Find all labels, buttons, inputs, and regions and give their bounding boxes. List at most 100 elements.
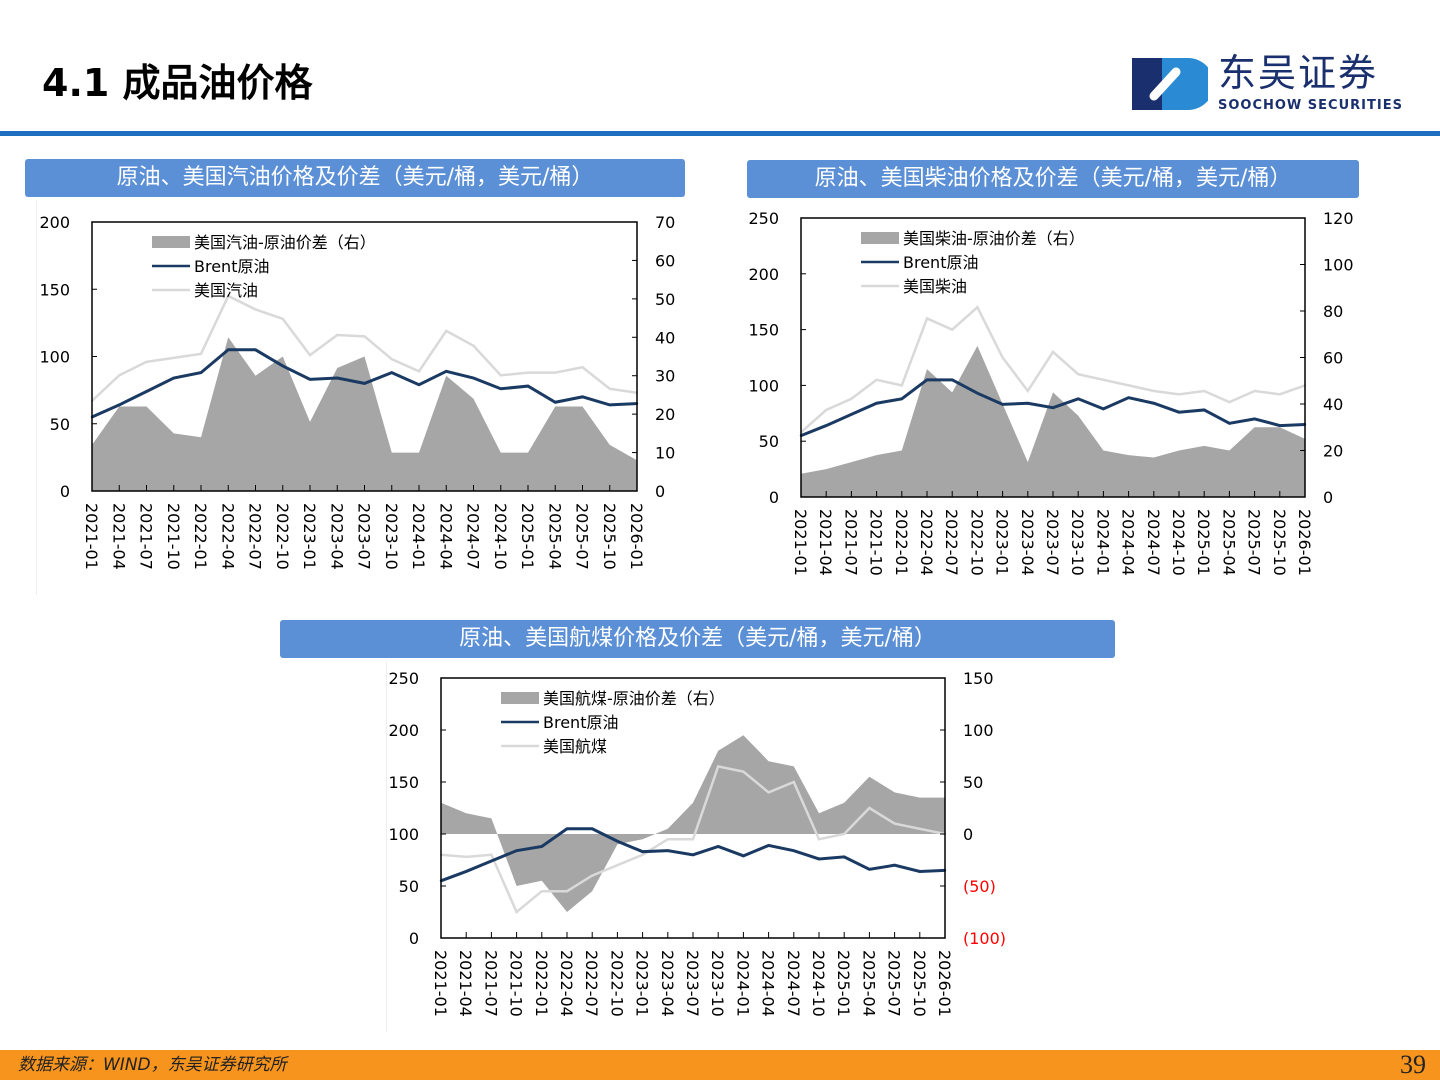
data-point: [526, 384, 530, 388]
y2-tick-label: 70: [655, 213, 675, 232]
data-point: [591, 827, 594, 830]
data-point: [554, 371, 557, 374]
legend-label: 美国航煤: [543, 737, 607, 756]
y2-tick-label: 50: [963, 773, 983, 792]
data-point: [616, 840, 619, 843]
x-tick-label: 2022-01: [532, 950, 551, 1017]
x-tick-label: 2022-07: [246, 503, 265, 570]
data-point: [499, 387, 502, 390]
data-point: [1001, 403, 1004, 406]
data-point: [825, 408, 828, 412]
data-point: [691, 853, 695, 856]
x-tick-label: 2025-07: [1245, 509, 1264, 576]
y-tick-label: 200: [39, 213, 70, 232]
x-tick-label: 2023-10: [1068, 509, 1087, 576]
chart-1: 0 50 100 150 200 0 10 20 30 40 50 60 70 2021-01 2021-0…: [39, 213, 675, 570]
y-tick-label: 150: [39, 280, 70, 299]
x-tick-label: 2022-01: [191, 503, 210, 570]
data-point: [490, 853, 493, 856]
data-point: [1253, 417, 1256, 421]
data-point: [817, 857, 821, 861]
data-point: [581, 395, 584, 399]
data-point: [363, 382, 366, 385]
y-tick-label: 100: [39, 348, 70, 367]
x-tick-label: 2024-07: [784, 950, 803, 1017]
x-tick-label: 2025-10: [1270, 509, 1289, 576]
data-point: [1102, 407, 1105, 411]
data-point: [465, 855, 468, 859]
x-tick-label: 2025-01: [834, 950, 853, 1017]
x-tick-label: 2021-07: [137, 503, 156, 570]
x-tick-label: 2026-01: [627, 503, 646, 570]
data-point: [554, 401, 557, 404]
x-tick-label: 2023-01: [993, 509, 1012, 576]
data-point: [445, 329, 448, 333]
data-point: [363, 335, 366, 338]
y2-tick-label: 60: [655, 251, 675, 270]
data-point: [145, 360, 148, 364]
page-title: 4.1 成品油价格: [42, 61, 313, 105]
y-tick-label: 250: [388, 669, 419, 688]
data-point: [875, 402, 878, 405]
x-tick-label: 2024-04: [436, 503, 455, 570]
logo-mark-icon: [1132, 58, 1208, 110]
x-tick-label: 2025-01: [518, 503, 537, 570]
y2-tick-label: 0: [655, 482, 665, 501]
data-point: [308, 353, 312, 357]
chart-2-title: 原油、美国柴油价格及价差（美元/桶，美元/桶）: [747, 160, 1359, 198]
data-point: [445, 370, 448, 373]
data-point: [540, 845, 543, 848]
legend-label: 美国柴油: [903, 277, 967, 296]
x-tick-label: 2022-10: [967, 509, 986, 576]
data-point: [925, 317, 929, 320]
y2-tick-label: 100: [963, 721, 994, 740]
data-point: [900, 384, 903, 387]
x-tick-label: 2024-01: [733, 950, 752, 1017]
legend-label: 美国汽油: [194, 281, 258, 300]
y-tick-label: 150: [748, 321, 779, 340]
data-point: [1077, 397, 1080, 400]
y2-tick-label: 40: [655, 328, 675, 347]
page-number: 39: [1400, 1050, 1426, 1079]
y2-tick-label: 40: [1323, 395, 1343, 414]
x-tick-label: 2021-10: [867, 509, 886, 576]
data-point: [565, 827, 569, 830]
data-point: [1077, 373, 1080, 376]
data-point: [581, 366, 584, 369]
y-tick-label: 250: [748, 209, 779, 228]
logo-text-en: SOOCHOW SECURITIES: [1218, 98, 1403, 113]
data-point: [742, 770, 745, 773]
x-tick-label: 2022-01: [892, 509, 911, 576]
y-tick-label: 200: [388, 721, 419, 740]
data-point: [1228, 400, 1231, 404]
data-point: [172, 356, 175, 360]
data-point: [1177, 393, 1181, 396]
data-point: [918, 827, 921, 830]
data-point: [390, 357, 393, 361]
data-point: [850, 397, 853, 400]
data-point: [1278, 393, 1282, 396]
data-point: [691, 838, 695, 841]
data-point: [1203, 408, 1206, 412]
x-tick-label: 2021-04: [109, 503, 128, 570]
y-tick-label: 50: [759, 432, 779, 451]
data-point: [472, 344, 475, 347]
chart-3-frame: [386, 662, 387, 1032]
x-tick-label: 2022-07: [942, 509, 961, 576]
spread-area: [92, 337, 637, 491]
x-tick-label: 2024-10: [491, 503, 510, 570]
data-point: [976, 392, 979, 395]
x-tick-label: 2025-07: [885, 950, 904, 1017]
data-point: [308, 378, 312, 381]
chart-3-title: 原油、美国航煤价格及价差（美元/桶，美元/桶）: [280, 620, 1115, 658]
data-point: [515, 910, 518, 914]
legend-label: Brent原油: [194, 257, 269, 276]
y2-tick-label: 100: [1323, 256, 1354, 275]
data-point: [641, 850, 644, 853]
x-tick-label: 2025-04: [545, 503, 564, 570]
x-tick-label: 2021-01: [82, 503, 101, 570]
legend-label: 美国汽油-原油价差（右）: [194, 233, 376, 252]
y-tick-label: 50: [399, 877, 419, 896]
x-tick-label: 2023-01: [300, 503, 319, 570]
x-tick-label: 2022-10: [607, 950, 626, 1017]
